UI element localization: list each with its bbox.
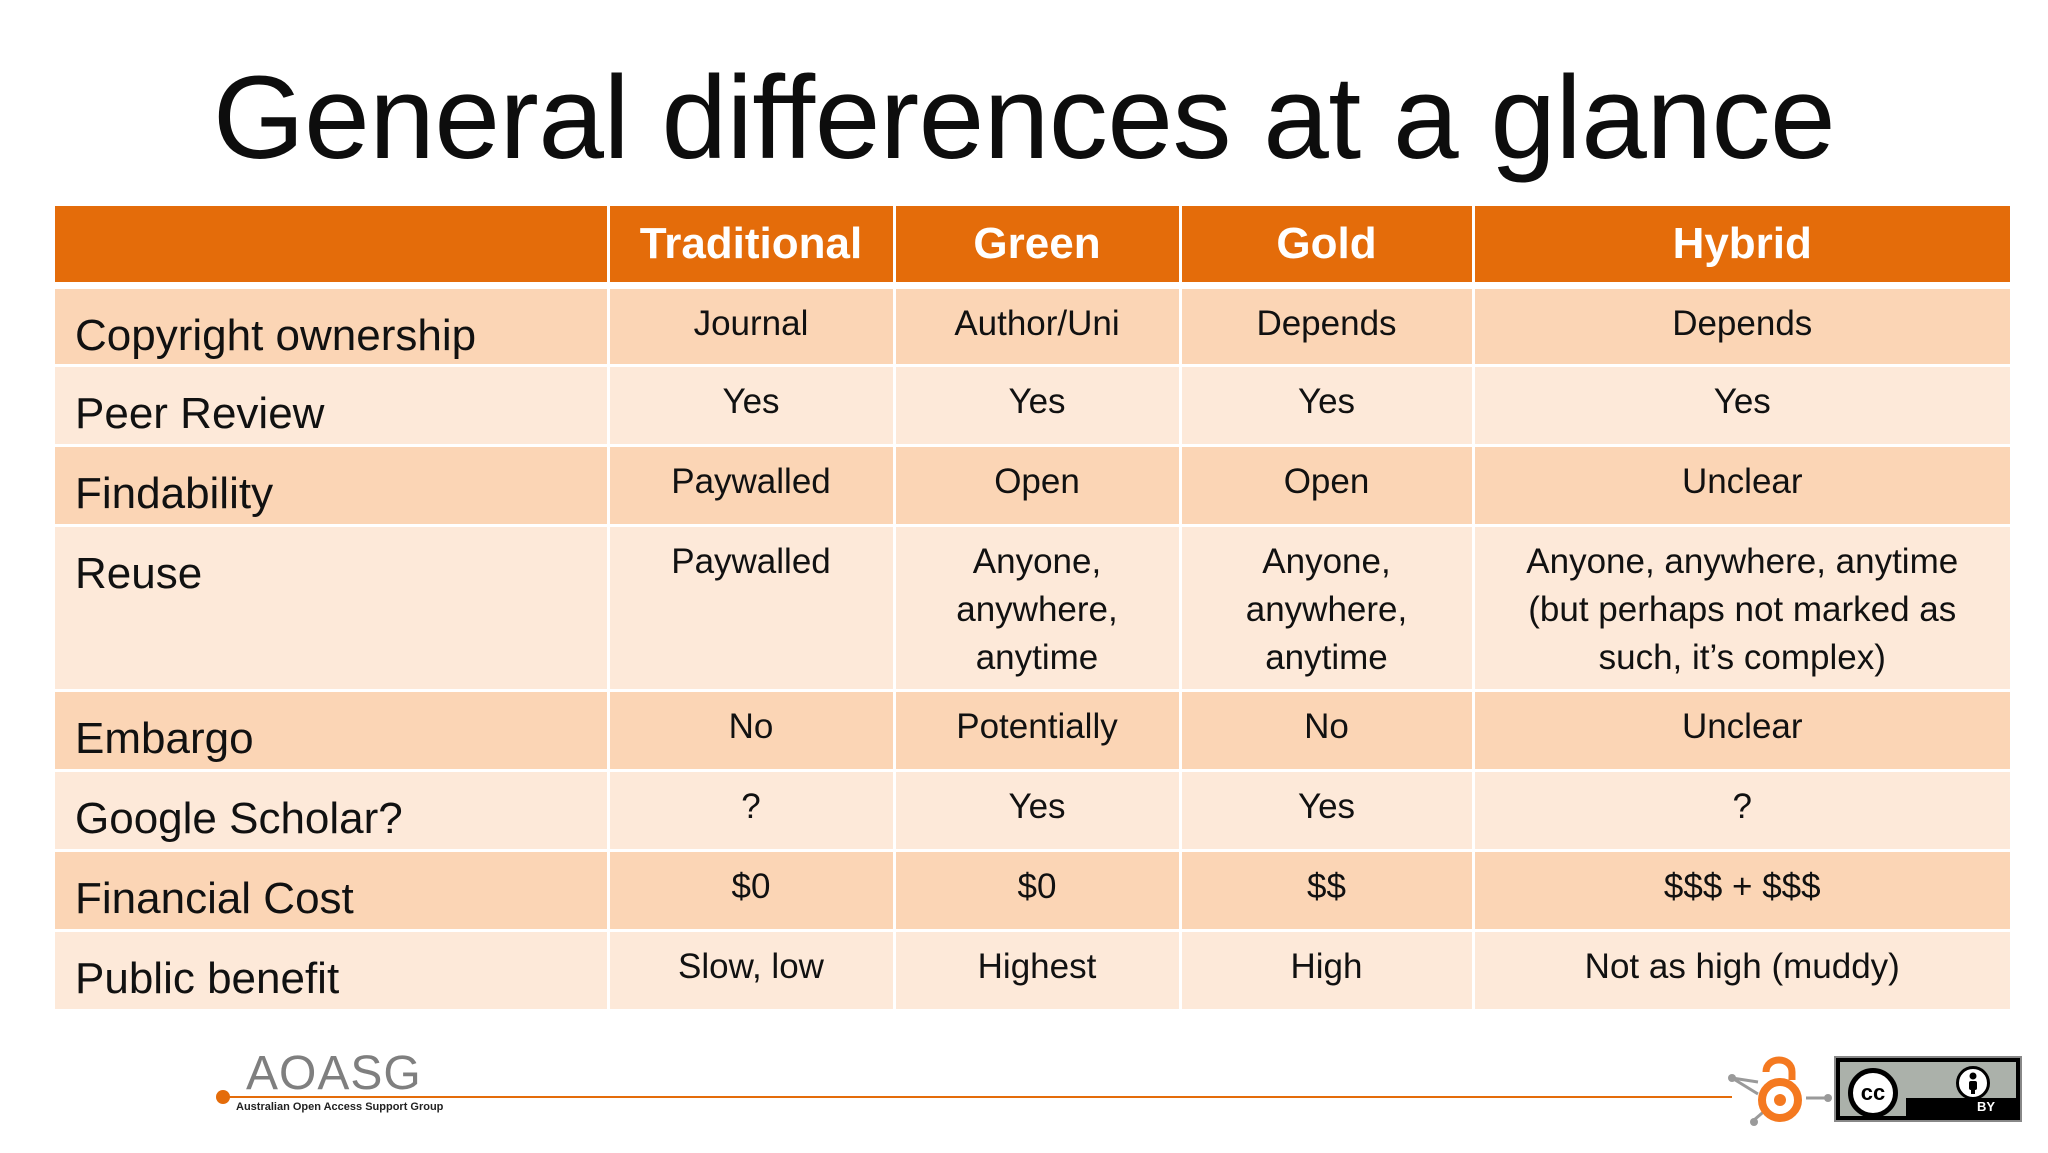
table-cell: $$ (1180, 850, 1475, 932)
table-cell: Depends (1180, 285, 1475, 367)
table-cell: Yes (1180, 365, 1475, 447)
header-cell-hybrid: Hybrid (1473, 206, 2010, 289)
table-cell: Yes (1473, 365, 2010, 447)
table-cell: Open (894, 445, 1182, 527)
header-cell-gold: Gold (1180, 206, 1475, 289)
table-row-peer-review: Peer Review Yes Yes Yes Yes (55, 365, 2010, 447)
open-access-icon (1728, 1056, 1832, 1126)
row-label: Findability (55, 445, 610, 527)
table-cell: Yes (1180, 770, 1475, 852)
table-cell: ? (608, 770, 896, 852)
table-row-financial-cost: Financial Cost $0 $0 $$ $$$ + $$$ (55, 850, 2010, 932)
table-cell: No (608, 690, 896, 772)
table-cell: Journal (608, 285, 896, 367)
table-cell: No (1180, 690, 1475, 772)
table-cell: Yes (608, 365, 896, 447)
slide-title: General differences at a glance (212, 52, 1836, 184)
attribution-icon (1956, 1066, 1990, 1100)
row-label: Copyright ownership (55, 285, 610, 367)
header-cell-traditional: Traditional (608, 206, 896, 289)
table-cell: Unclear (1473, 445, 2010, 527)
comparison-table: Traditional Green Gold Hybrid Copyright … (55, 206, 2010, 1012)
table-cell: $0 (894, 850, 1182, 932)
row-label: Reuse (55, 525, 610, 692)
table-row-findability: Findability Paywalled Open Open Unclear (55, 445, 2010, 527)
cc-by-label: BY (1906, 1098, 2016, 1116)
table-cell: Anyone, anywhere, anytime (but perhaps n… (1473, 525, 2010, 692)
header-cell-empty (55, 206, 610, 289)
table-cell: $$$ + $$$ (1473, 850, 2010, 932)
table-cell: ? (1473, 770, 2010, 852)
table-cell: Author/Uni (894, 285, 1182, 367)
row-label: Public benefit (55, 930, 610, 1012)
footer-divider (222, 1096, 1732, 1098)
row-label: Financial Cost (55, 850, 610, 932)
person-icon (1969, 1072, 1977, 1094)
table-cell: Paywalled (608, 525, 896, 692)
row-label: Embargo (55, 690, 610, 772)
table-cell: High (1180, 930, 1475, 1012)
table-row-google-scholar: Google Scholar? ? Yes Yes ? (55, 770, 2010, 852)
table-cell: Yes (894, 365, 1182, 447)
row-label: Peer Review (55, 365, 610, 447)
table-row-public-benefit: Public benefit Slow, low Highest High No… (55, 930, 2010, 1012)
cc-badge-background: cc BY (1840, 1062, 2016, 1118)
table-cell: Potentially (894, 690, 1182, 772)
table-cell: Anyone, anywhere, anytime (1180, 525, 1475, 692)
table-row-copyright: Copyright ownership Journal Author/Uni D… (55, 285, 2010, 367)
table-cell: Depends (1473, 285, 2010, 367)
aoasg-logo: AOASG (246, 1047, 422, 1100)
row-label: Google Scholar? (55, 770, 610, 852)
header-cell-green: Green (894, 206, 1182, 289)
table-cell: $0 (608, 850, 896, 932)
table-row-embargo: Embargo No Potentially No Unclear (55, 690, 2010, 772)
table-cell: Anyone, anywhere, anytime (894, 525, 1182, 692)
table-cell: Yes (894, 770, 1182, 852)
aoasg-logo-subtitle: Australian Open Access Support Group (236, 1101, 444, 1113)
table-cell: Open (1180, 445, 1475, 527)
cc-icon: cc (1848, 1068, 1898, 1118)
table-header-row: Traditional Green Gold Hybrid (55, 206, 2010, 289)
logo-dot-icon (216, 1090, 230, 1104)
table-cell: Slow, low (608, 930, 896, 1012)
cc-by-license-badge: cc BY (1834, 1056, 2022, 1122)
table-row-reuse: Reuse Paywalled Anyone, anywhere, anytim… (55, 525, 2010, 692)
table-cell: Unclear (1473, 690, 2010, 772)
table-cell: Highest (894, 930, 1182, 1012)
table-cell: Not as high (muddy) (1473, 930, 2010, 1012)
table-cell: Paywalled (608, 445, 896, 527)
